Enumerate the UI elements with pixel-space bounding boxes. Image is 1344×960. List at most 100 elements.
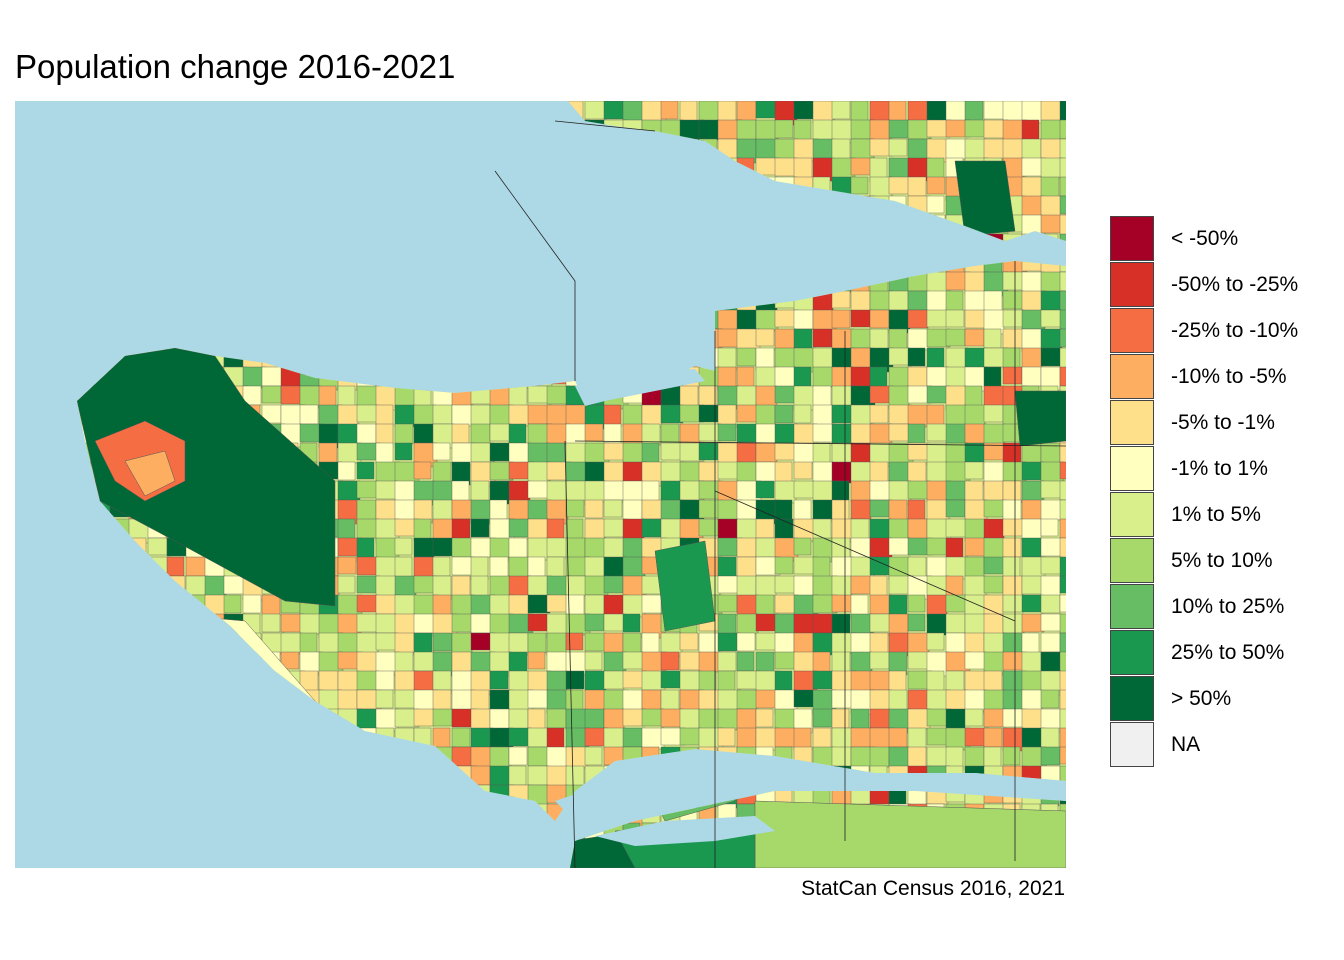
census-tract [717, 328, 740, 348]
census-tract [356, 708, 380, 730]
census-tract [774, 613, 795, 635]
census-tract [888, 537, 911, 556]
census-tract [451, 689, 475, 713]
census-tract [451, 404, 474, 427]
census-tract [831, 613, 851, 635]
census-tract [964, 101, 984, 124]
census-tract [736, 347, 757, 367]
census-tract [356, 423, 377, 447]
census-tract [774, 461, 793, 483]
census-tract [812, 727, 832, 751]
census-tract [736, 537, 757, 558]
legend-swatch [1110, 354, 1154, 399]
legend-label: < -50% [1171, 227, 1239, 250]
census-tract [1040, 556, 1063, 575]
census-tract [1002, 328, 1025, 349]
census-tract [546, 708, 567, 729]
census-tract [907, 480, 931, 500]
census-tract [1040, 214, 1062, 234]
census-tract [1002, 575, 1023, 597]
census-tract [717, 575, 739, 594]
census-tract [717, 309, 741, 331]
census-tract [375, 632, 399, 651]
census-tract [565, 518, 584, 540]
census-tract [926, 157, 945, 180]
census-tract [964, 461, 984, 480]
census-tract [375, 556, 397, 578]
road-line [554, 120, 656, 132]
census-tract [774, 575, 796, 594]
census-tract [356, 632, 379, 654]
census-tract [394, 442, 413, 461]
census-tract [888, 594, 908, 618]
census-tract [280, 632, 303, 655]
census-tract [1059, 442, 1066, 465]
census-tract [584, 423, 604, 442]
census-tract [1021, 119, 1040, 143]
census-tract [394, 499, 417, 523]
census-tract [1059, 670, 1066, 694]
census-tract [793, 442, 816, 464]
census-tract [603, 575, 624, 594]
census-tract [945, 499, 966, 518]
census-tract [888, 290, 909, 311]
special-area [1014, 390, 1066, 447]
map-title: Population change 2016-2021 [15, 48, 456, 85]
census-tract [736, 594, 759, 617]
census-tract [698, 670, 717, 692]
census-tract [869, 309, 890, 329]
census-tract [508, 518, 530, 538]
census-tract [527, 594, 551, 614]
census-tract [584, 101, 608, 120]
census-tract [717, 632, 741, 652]
census-tract [698, 651, 722, 673]
census-tract [584, 651, 603, 671]
census-tract [1059, 746, 1066, 765]
census-tract [793, 575, 814, 598]
census-tract [1059, 328, 1066, 348]
census-tract [394, 556, 413, 579]
census-tract [641, 575, 662, 595]
census-tract [926, 195, 945, 214]
census-tract [888, 423, 910, 442]
census-tract [280, 385, 303, 405]
census-tract [736, 575, 757, 599]
choropleth-map[interactable] [15, 101, 1066, 868]
census-tract [375, 613, 397, 634]
census-tract [679, 385, 699, 407]
census-tract [356, 499, 377, 522]
census-tract [736, 423, 758, 443]
census-tract [603, 613, 626, 632]
census-tract [527, 518, 549, 541]
census-tract [527, 480, 551, 499]
census-tract [603, 632, 624, 655]
census-tract [755, 442, 778, 463]
census-tract [831, 101, 851, 120]
census-tract [850, 518, 870, 542]
census-tract [1059, 556, 1066, 581]
census-tract [1059, 214, 1066, 239]
census-tract [945, 632, 966, 655]
census-tract [869, 575, 888, 597]
census-tract [356, 518, 380, 539]
legend-swatch [1110, 308, 1154, 353]
census-tract [508, 594, 530, 616]
census-tract [375, 689, 394, 709]
census-tract [565, 499, 585, 518]
census-tract [717, 594, 738, 613]
census-tract [1002, 632, 1025, 654]
census-tract [489, 556, 509, 578]
census-tract [508, 442, 532, 464]
census-tract [793, 366, 812, 388]
census-tract [793, 480, 815, 499]
census-tract [812, 328, 833, 348]
census-tract [945, 537, 964, 561]
census-tract [926, 727, 950, 746]
census-tract [964, 119, 986, 138]
census-tract [888, 138, 908, 157]
census-tract [584, 480, 607, 503]
census-tract [926, 575, 950, 598]
legend-label: NA [1171, 733, 1201, 756]
census-tract [1059, 708, 1066, 730]
census-tract [907, 347, 926, 367]
